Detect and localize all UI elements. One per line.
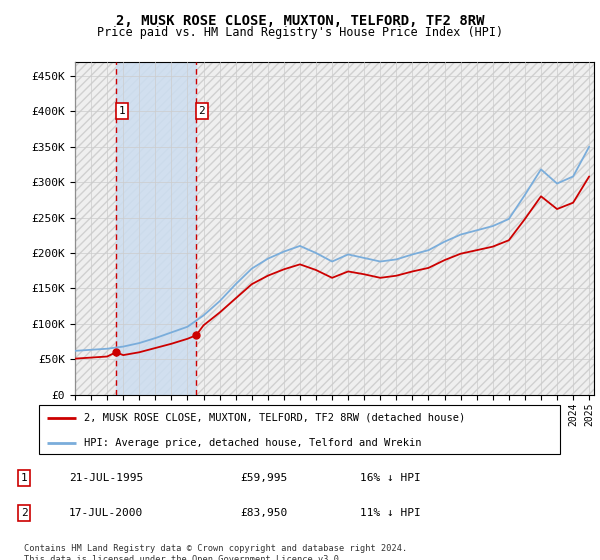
Text: 16% ↓ HPI: 16% ↓ HPI bbox=[360, 473, 421, 483]
Text: 1: 1 bbox=[118, 106, 125, 116]
Text: 2, MUSK ROSE CLOSE, MUXTON, TELFORD, TF2 8RW: 2, MUSK ROSE CLOSE, MUXTON, TELFORD, TF2… bbox=[116, 14, 484, 28]
Text: 2: 2 bbox=[199, 106, 205, 116]
Text: Price paid vs. HM Land Registry's House Price Index (HPI): Price paid vs. HM Land Registry's House … bbox=[97, 26, 503, 39]
Text: 17-JUL-2000: 17-JUL-2000 bbox=[69, 508, 143, 518]
Bar bbox=[75, 62, 594, 395]
Bar bbox=[116, 62, 196, 395]
Text: Contains HM Land Registry data © Crown copyright and database right 2024.
This d: Contains HM Land Registry data © Crown c… bbox=[24, 544, 407, 560]
Text: 1: 1 bbox=[20, 473, 28, 483]
Text: 2: 2 bbox=[20, 508, 28, 518]
Text: 11% ↓ HPI: 11% ↓ HPI bbox=[360, 508, 421, 518]
FancyBboxPatch shape bbox=[38, 405, 560, 454]
Text: 2, MUSK ROSE CLOSE, MUXTON, TELFORD, TF2 8RW (detached house): 2, MUSK ROSE CLOSE, MUXTON, TELFORD, TF2… bbox=[83, 413, 465, 423]
Text: £59,995: £59,995 bbox=[240, 473, 287, 483]
Text: HPI: Average price, detached house, Telford and Wrekin: HPI: Average price, detached house, Telf… bbox=[83, 438, 421, 448]
Text: 21-JUL-1995: 21-JUL-1995 bbox=[69, 473, 143, 483]
Text: £83,950: £83,950 bbox=[240, 508, 287, 518]
